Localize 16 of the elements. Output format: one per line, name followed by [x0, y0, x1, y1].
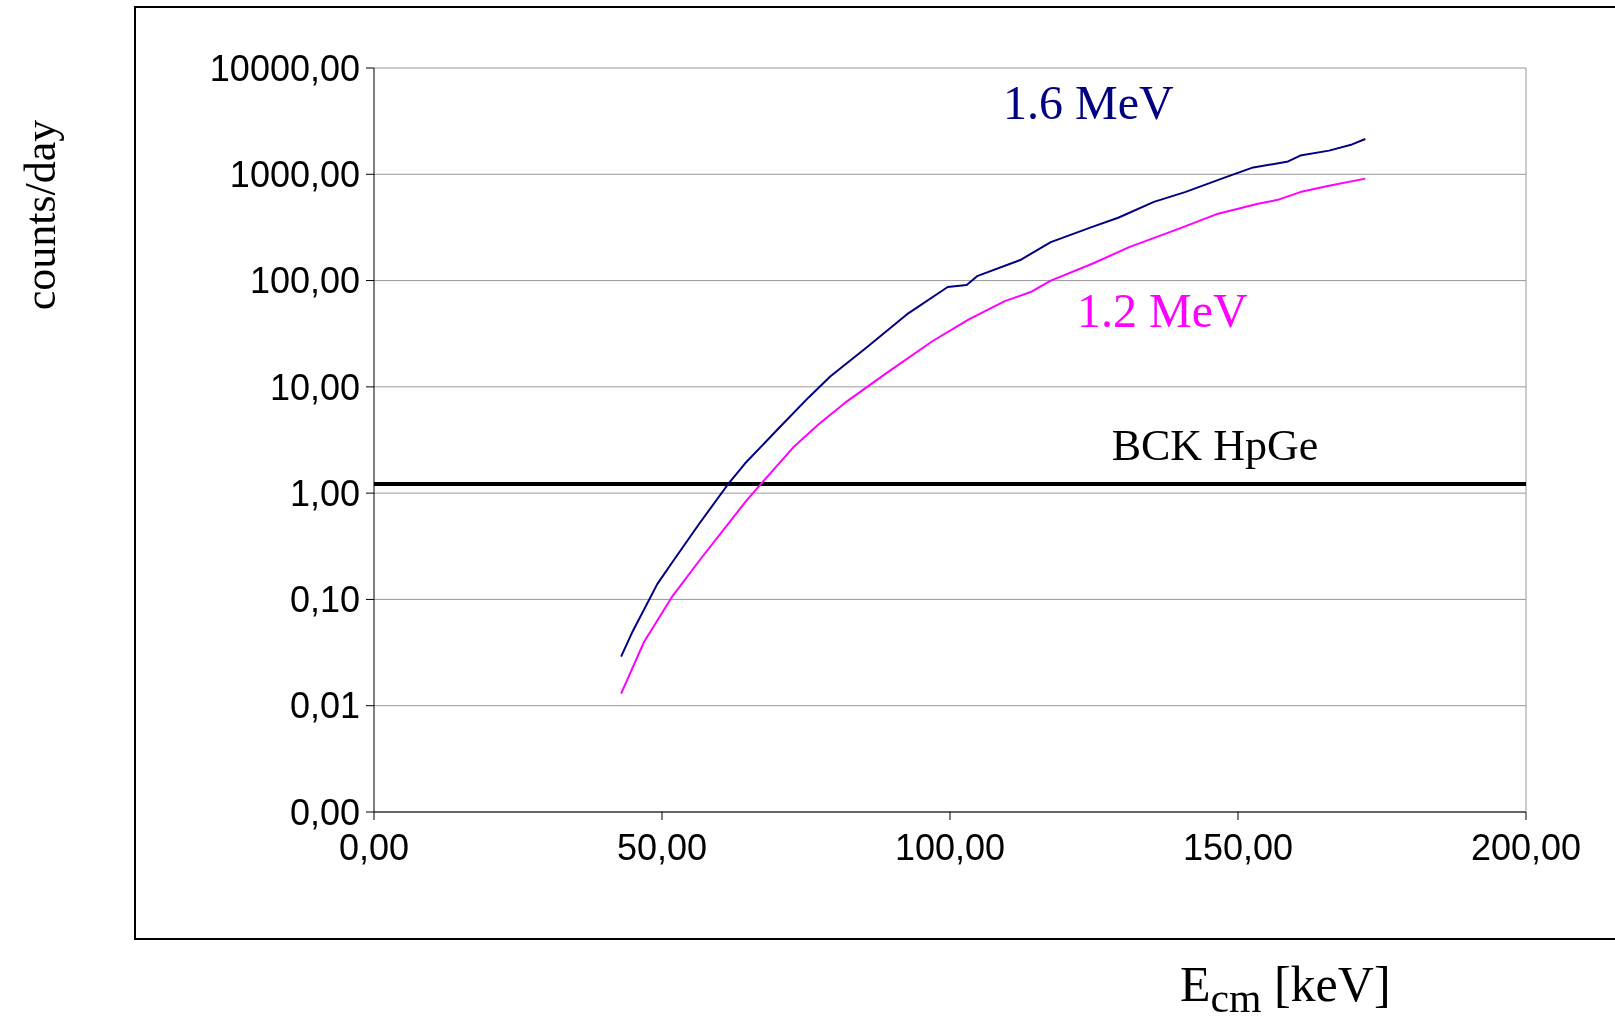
y-tick-label: 10000,00 — [209, 47, 360, 89]
x-tick-label: 150,00 — [1182, 826, 1294, 868]
series-label: 1.6 MeV — [1002, 75, 1174, 129]
y-tick-label: 0,01 — [289, 685, 360, 727]
y-tick-label: 0,10 — [289, 579, 360, 621]
y-tick-label: 100,00 — [249, 260, 360, 302]
x-tick-label: 50,00 — [616, 826, 708, 868]
ref-line-label: BCK HpGe — [1111, 420, 1319, 470]
y-tick-label: 10,00 — [269, 366, 360, 408]
x-tick-label: 200,00 — [1470, 826, 1582, 868]
x-tick-label: 100,00 — [894, 826, 1006, 868]
y-tick-label: 1,00 — [289, 472, 360, 514]
y-axis-title: counts/day — [14, 119, 66, 311]
x-axis-title: E$_{cm}$ [keV] — [1180, 955, 1391, 1022]
series-label: 1.2 MeV — [1076, 283, 1248, 337]
y-tick-label: 1000,00 — [229, 154, 360, 196]
